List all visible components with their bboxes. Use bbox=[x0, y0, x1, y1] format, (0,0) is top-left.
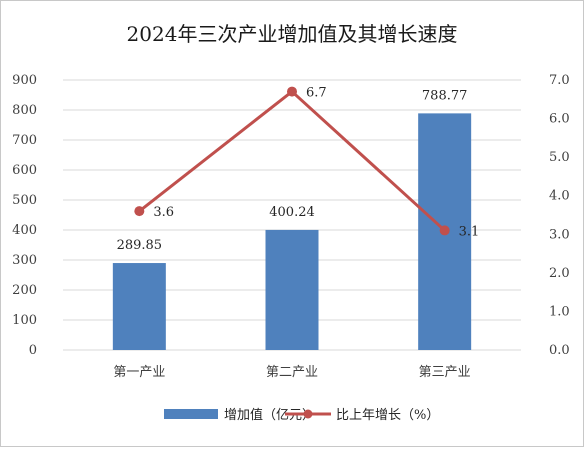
bar bbox=[265, 229, 319, 350]
category-label: 第三产业 bbox=[419, 365, 471, 380]
category-label: 第一产业 bbox=[113, 365, 165, 380]
legend-line-marker bbox=[303, 409, 313, 419]
left-tick-label: 100 bbox=[12, 313, 37, 328]
bar bbox=[112, 263, 166, 350]
chart-title: 2024年三次产业增加值及其增长速度 bbox=[127, 22, 458, 46]
left-tick-label: 500 bbox=[12, 193, 37, 208]
left-tick-label: 200 bbox=[12, 283, 37, 298]
right-tick-label: 7.0 bbox=[549, 73, 570, 88]
line-data-label: 3.6 bbox=[153, 205, 174, 220]
line-point bbox=[134, 206, 145, 217]
legend-bar-label: 增加值（亿元） bbox=[224, 407, 315, 423]
line-point bbox=[287, 86, 297, 97]
line-data-label: 3.1 bbox=[459, 224, 480, 239]
right-tick-label: 6.0 bbox=[549, 112, 570, 127]
bar-data-label: 400.24 bbox=[269, 205, 315, 220]
right-tick-label: 3.0 bbox=[549, 227, 570, 242]
left-axis: 0 100 200 300 400 500 600 700 800 900 bbox=[12, 73, 37, 358]
legend-bar-swatch bbox=[164, 409, 218, 419]
category-label: 第二产业 bbox=[266, 365, 318, 380]
left-tick-label: 600 bbox=[12, 163, 37, 178]
right-tick-label: 0.0 bbox=[549, 343, 570, 358]
right-tick-label: 2.0 bbox=[549, 266, 570, 281]
legend-line-label: 比上年增长（%） bbox=[336, 408, 439, 423]
left-tick-label: 700 bbox=[12, 133, 37, 148]
line-data-label: 6.7 bbox=[306, 86, 327, 101]
bar-series: 289.85 400.24 788.77 bbox=[112, 88, 472, 350]
left-tick-label: 400 bbox=[12, 223, 37, 238]
legend: 增加值（亿元） 比上年增长（%） bbox=[164, 407, 439, 423]
right-tick-label: 1.0 bbox=[549, 304, 570, 319]
right-tick-label: 5.0 bbox=[549, 150, 570, 165]
right-tick-label: 4.0 bbox=[549, 189, 570, 204]
left-tick-label: 0 bbox=[29, 343, 37, 358]
bar-data-label: 788.77 bbox=[422, 88, 468, 103]
line-point bbox=[439, 225, 450, 236]
right-axis: 0.0 1.0 2.0 3.0 4.0 5.0 6.0 7.0 bbox=[549, 73, 570, 358]
bar-data-label: 289.85 bbox=[117, 238, 163, 253]
left-tick-label: 300 bbox=[12, 253, 37, 268]
left-tick-label: 900 bbox=[12, 73, 37, 88]
line-series: 3.6 6.7 3.1 bbox=[134, 86, 480, 239]
left-tick-label: 800 bbox=[12, 103, 37, 118]
category-axis: 第一产业 第二产业 第三产业 bbox=[113, 365, 470, 380]
